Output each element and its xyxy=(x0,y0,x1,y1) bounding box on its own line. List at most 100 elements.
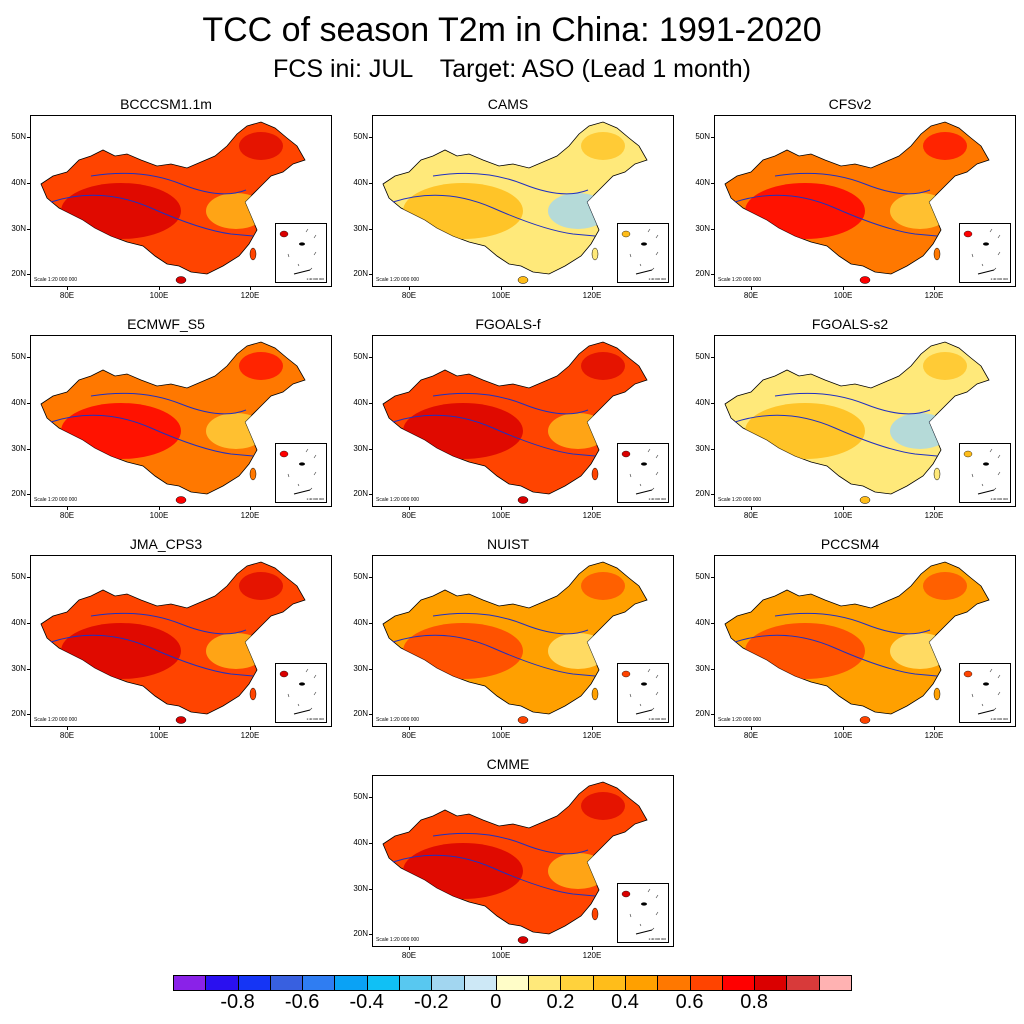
latitude-tick-label: 40N xyxy=(695,398,710,407)
latitude-tick xyxy=(27,183,31,184)
inset-map xyxy=(621,228,659,275)
south-china-sea-inset: 1:40 000 000 xyxy=(617,883,669,943)
panel-title: CMME xyxy=(486,756,530,772)
latitude-tick-label: 20N xyxy=(353,709,368,718)
latitude-tick-label: 40N xyxy=(353,838,368,847)
map-scale-label: Scale 1:20 000 000 xyxy=(718,277,762,283)
colorbar-tick-label: -0.8 xyxy=(220,991,255,1013)
taiwan-island xyxy=(933,467,941,481)
colorbar-tick-label: 0.2 xyxy=(546,991,575,1013)
map-scale-label: Scale 1:20 000 000 xyxy=(718,717,762,723)
inset-scale-label: 1:40 000 000 xyxy=(648,277,666,281)
latitude-tick xyxy=(711,357,715,358)
figure-title: TCC of season T2m in China: 1991-2020 xyxy=(202,11,822,49)
anomaly-region xyxy=(548,413,608,449)
longitude-tick-label: 100E xyxy=(833,511,853,520)
longitude-tick-label: 80E xyxy=(59,731,75,740)
inset-scale-label: 1:40 000 000 xyxy=(648,717,666,721)
map-plot-area: Scale 1:20 000 000 1:40 000 000 xyxy=(714,555,1016,727)
latitude-tick xyxy=(369,357,373,358)
latitude-tick xyxy=(711,449,715,450)
anomaly-region xyxy=(745,403,865,459)
inset-scale-label: 1:40 000 000 xyxy=(648,497,666,501)
china-map xyxy=(382,121,648,284)
longitude-tick-label: 100E xyxy=(491,951,511,960)
latitude-tick-label: 30N xyxy=(353,884,368,893)
latitude-tick xyxy=(369,623,373,624)
map-plot-area: Scale 1:20 000 000 1:40 000 000 xyxy=(372,555,674,727)
latitude-tick-label: 40N xyxy=(11,178,26,187)
anomaly-region xyxy=(548,193,608,229)
latitude-tick xyxy=(369,797,373,798)
latitude-tick-label: 20N xyxy=(11,709,26,718)
latitude-tick xyxy=(27,494,31,495)
panel-title: BCCCSM1.1m xyxy=(120,96,212,112)
latitude-tick xyxy=(369,449,373,450)
latitude-tick-label: 40N xyxy=(353,398,368,407)
anomaly-region xyxy=(403,183,523,239)
latitude-tick xyxy=(27,669,31,670)
map-panel: CFSv2 Scale 1:20 000 000 1:40 000 000 50N 40… xyxy=(684,95,1016,305)
latitude-tick-label: 30N xyxy=(11,444,26,453)
anomaly-region xyxy=(890,633,950,669)
latitude-tick xyxy=(27,623,31,624)
taiwan-island xyxy=(591,907,599,921)
latitude-tick xyxy=(369,274,373,275)
hainan-island xyxy=(859,716,871,724)
hainan-island xyxy=(517,936,529,944)
anomaly-region xyxy=(581,792,625,820)
longitude-tick-label: 120E xyxy=(924,731,944,740)
longitude-tick xyxy=(843,726,844,730)
south-china-sea-inset: 1:40 000 000 xyxy=(275,223,327,283)
latitude-tick-label: 20N xyxy=(695,269,710,278)
anomaly-region xyxy=(61,623,181,679)
river-line xyxy=(90,172,247,195)
latitude-tick xyxy=(369,889,373,890)
south-china-sea-inset: 1:40 000 000 xyxy=(959,223,1011,283)
anomaly-region xyxy=(923,352,967,380)
anomaly-region xyxy=(923,572,967,600)
latitude-tick xyxy=(711,137,715,138)
panel-title: NUIST xyxy=(487,536,529,552)
longitude-tick xyxy=(409,506,410,510)
longitude-tick-label: 100E xyxy=(149,511,169,520)
longitude-tick xyxy=(934,506,935,510)
anomaly-region xyxy=(890,413,950,449)
longitude-tick xyxy=(592,726,593,730)
longitude-tick-label: 120E xyxy=(924,291,944,300)
anomaly-region xyxy=(206,413,266,449)
map-panel: PCCSM4 Scale 1:20 000 000 1:40 000 000 50N 4… xyxy=(684,535,1016,745)
longitude-tick xyxy=(409,946,410,950)
latitude-tick xyxy=(711,274,715,275)
longitude-tick-label: 100E xyxy=(491,511,511,520)
taiwan-island xyxy=(933,247,941,261)
colorbar-swatch xyxy=(431,975,465,991)
longitude-tick-label: 120E xyxy=(924,511,944,520)
panel-title: CFSv2 xyxy=(828,96,872,112)
longitude-tick-label: 120E xyxy=(582,731,602,740)
river-line xyxy=(774,172,931,195)
latitude-tick xyxy=(27,403,31,404)
longitude-tick xyxy=(250,506,251,510)
longitude-tick xyxy=(409,286,410,290)
anomaly-region xyxy=(548,853,608,889)
river-line xyxy=(90,392,247,415)
anomaly-region xyxy=(548,633,608,669)
longitude-tick xyxy=(843,286,844,290)
colorbar-swatch xyxy=(721,975,756,991)
latitude-tick xyxy=(711,714,715,715)
china-map xyxy=(724,561,990,724)
latitude-tick xyxy=(27,137,31,138)
anomaly-region xyxy=(206,193,266,229)
longitude-tick-label: 80E xyxy=(743,731,759,740)
china-map xyxy=(40,561,306,724)
inset-scale-label: 1:40 000 000 xyxy=(306,717,324,721)
longitude-tick xyxy=(592,946,593,950)
river-line xyxy=(432,612,589,635)
latitude-tick xyxy=(711,577,715,578)
map-scale-label: Scale 1:20 000 000 xyxy=(718,497,762,503)
hainan-island xyxy=(175,716,187,724)
map-plot-area: Scale 1:20 000 000 1:40 000 000 xyxy=(372,115,674,287)
hainan-island xyxy=(175,496,187,504)
south-china-sea-inset: 1:40 000 000 xyxy=(275,663,327,723)
